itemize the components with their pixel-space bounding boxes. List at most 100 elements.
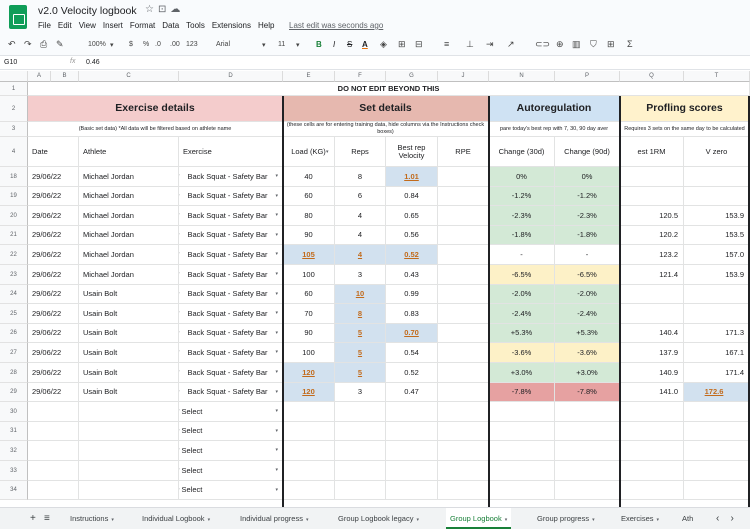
- dropdown-chevron-down-icon[interactable]: ▾: [179, 389, 180, 395]
- date-cell[interactable]: 29/06/22: [28, 363, 79, 383]
- currency-button[interactable]: $: [129, 41, 133, 48]
- merge-cells-icon[interactable]: ⊟: [415, 39, 423, 49]
- exercise-dropdown[interactable]: ▾Select▾: [179, 461, 283, 481]
- column-header[interactable]: G: [386, 71, 438, 82]
- font-size-select[interactable]: 11: [278, 41, 286, 48]
- vel-cell[interactable]: 0.84: [386, 187, 438, 206]
- vel-cell[interactable]: 0.56: [386, 226, 438, 245]
- empty-cell[interactable]: [386, 461, 438, 481]
- dropdown-chevron-down-icon[interactable]: ▾: [179, 330, 180, 336]
- dropdown-chevron-down-icon[interactable]: ▾: [275, 388, 278, 395]
- row-header[interactable]: 34: [0, 481, 28, 500]
- vel-cell[interactable]: 1.01: [386, 167, 438, 187]
- redo-icon[interactable]: ↷: [24, 39, 32, 49]
- all-sheets-icon[interactable]: ≡: [44, 513, 50, 524]
- empty-cell[interactable]: [489, 422, 555, 441]
- document-title[interactable]: v2.0 Velocity logbook: [38, 5, 137, 17]
- dropdown-chevron-down-icon[interactable]: ▾: [275, 447, 278, 453]
- row-header[interactable]: 18: [0, 167, 28, 187]
- load-cell[interactable]: 60: [283, 285, 335, 304]
- dropdown-chevron-down-icon[interactable]: ▾: [179, 252, 180, 257]
- reps-cell[interactable]: 5: [335, 363, 386, 383]
- dropdown-chevron-down-icon[interactable]: ▾: [275, 427, 278, 434]
- date-cell[interactable]: 29/06/22: [28, 343, 79, 363]
- zoom-chevron-down-icon[interactable]: ▾: [110, 42, 114, 49]
- reps-cell[interactable]: 5: [335, 343, 386, 363]
- dropdown-chevron-down-icon[interactable]: ▾: [275, 408, 278, 414]
- reps-cell[interactable]: 8: [335, 167, 386, 187]
- empty-cell[interactable]: [684, 481, 750, 500]
- date-cell[interactable]: 29/06/22: [28, 383, 79, 402]
- empty-cell[interactable]: [28, 422, 79, 441]
- cloud-status-icon[interactable]: ☁: [170, 4, 185, 15]
- empty-cell[interactable]: [386, 422, 438, 441]
- rpe-cell[interactable]: [438, 304, 489, 324]
- column-header[interactable]: B: [51, 71, 79, 82]
- dropdown-chevron-down-icon[interactable]: ▾: [179, 232, 180, 238]
- empty-cell[interactable]: [438, 461, 489, 481]
- menu-tools[interactable]: Tools: [186, 21, 205, 30]
- empty-cell[interactable]: [438, 402, 489, 422]
- empty-cell[interactable]: [555, 402, 620, 422]
- align-vertical-icon[interactable]: ⊥: [466, 39, 474, 49]
- load-cell[interactable]: 120: [283, 363, 335, 383]
- row-header[interactable]: 23: [0, 265, 28, 285]
- tab-chevron-down-icon[interactable]: ▾: [111, 517, 114, 523]
- vel-cell[interactable]: 0.54: [386, 343, 438, 363]
- reps-cell[interactable]: 8: [335, 304, 386, 324]
- row-header[interactable]: 22: [0, 245, 28, 265]
- reps-cell[interactable]: 6: [335, 187, 386, 206]
- load-cell[interactable]: 70: [283, 304, 335, 324]
- filter-icon[interactable]: ⛉: [590, 39, 597, 49]
- sheet-tab[interactable]: Group Logbook legacy ▾: [334, 508, 423, 529]
- load-cell[interactable]: 60: [283, 187, 335, 206]
- vel-cell[interactable]: 0.70: [386, 324, 438, 343]
- print-icon[interactable]: ⎙: [40, 39, 48, 49]
- date-cell[interactable]: 29/06/22: [28, 324, 79, 343]
- date-cell[interactable]: 29/06/22: [28, 245, 79, 265]
- athlete-cell[interactable]: Usain Bolt: [79, 285, 179, 304]
- empty-cell[interactable]: [555, 481, 620, 500]
- rpe-cell[interactable]: [438, 324, 489, 343]
- rpe-cell[interactable]: [438, 343, 489, 363]
- star-icon[interactable]: ☆: [145, 4, 158, 15]
- paint-format-icon[interactable]: ✎: [56, 39, 64, 49]
- dropdown-chevron-down-icon[interactable]: ▾: [179, 291, 180, 297]
- sheet-tab[interactable]: Individual progress ▾: [236, 508, 312, 529]
- functions-icon[interactable]: Σ: [627, 39, 633, 49]
- row-header[interactable]: 27: [0, 343, 28, 363]
- select-all-corner[interactable]: [0, 71, 28, 82]
- sheets-logo-icon[interactable]: [9, 5, 27, 29]
- exercise-dropdown[interactable]: ▾ Back Squat - Safety Bar ▾: [179, 285, 283, 304]
- column-header[interactable]: P: [555, 71, 620, 82]
- exercise-dropdown[interactable]: ▾ Back Squat - Safety Bar ▾: [179, 167, 283, 187]
- row-header[interactable]: 20: [0, 206, 28, 226]
- menu-data[interactable]: Data: [162, 21, 180, 30]
- exercise-dropdown[interactable]: ▾ Back Squat - Safety Bar ▾: [179, 304, 283, 324]
- rpe-cell[interactable]: [438, 206, 489, 226]
- exercise-dropdown[interactable]: ▾ Back Squat - Safety Bar ▾: [179, 265, 283, 285]
- empty-cell[interactable]: [283, 481, 335, 500]
- empty-cell[interactable]: [335, 481, 386, 500]
- filter-views-icon[interactable]: ⊞: [607, 39, 615, 49]
- reps-cell[interactable]: 3: [335, 383, 386, 402]
- empty-cell[interactable]: [684, 422, 750, 441]
- font-select[interactable]: Arial: [216, 41, 231, 48]
- formula-input[interactable]: 0.46: [86, 59, 100, 66]
- empty-cell[interactable]: [555, 422, 620, 441]
- dropdown-chevron-down-icon[interactable]: ▾: [179, 174, 180, 179]
- empty-cell[interactable]: [28, 481, 79, 500]
- tab-chevron-down-icon[interactable]: ▾: [592, 517, 595, 523]
- row-header[interactable]: 26: [0, 324, 28, 343]
- empty-cell[interactable]: [283, 402, 335, 422]
- empty-cell[interactable]: [79, 402, 179, 422]
- empty-cell[interactable]: [489, 402, 555, 422]
- date-cell[interactable]: 29/06/22: [28, 167, 79, 187]
- vel-cell[interactable]: 0.52: [386, 245, 438, 265]
- font-chevron-down-icon[interactable]: ▾: [262, 42, 266, 49]
- bold-button[interactable]: B: [316, 40, 322, 49]
- date-cell[interactable]: 29/06/22: [28, 285, 79, 304]
- column-header[interactable]: F: [335, 71, 386, 82]
- rpe-cell[interactable]: [438, 187, 489, 206]
- athlete-cell[interactable]: Usain Bolt: [79, 383, 179, 402]
